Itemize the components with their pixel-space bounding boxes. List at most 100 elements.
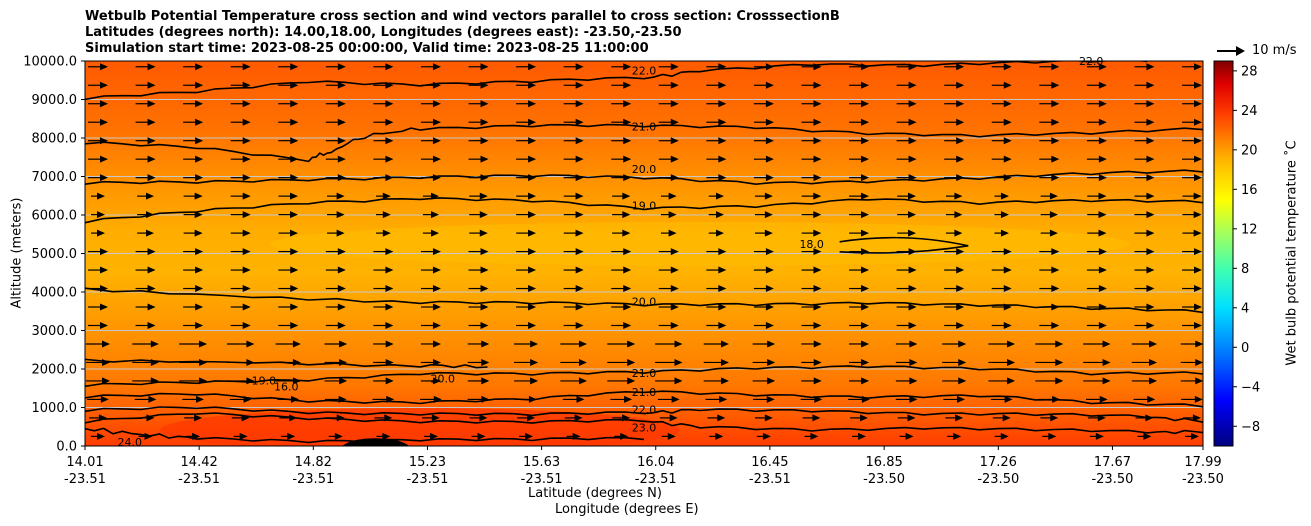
wind-vector-head	[1055, 358, 1064, 366]
wind-vector-head	[1095, 432, 1104, 440]
wind-vector-head	[575, 192, 584, 200]
contour-label-text: 24.0	[117, 436, 142, 449]
wind-vector-head	[861, 321, 870, 329]
wind-vector-head	[528, 303, 537, 311]
wind-vector-head	[861, 174, 870, 182]
wind-vector-head	[385, 266, 394, 274]
wind-vector-head	[1049, 192, 1058, 200]
wind-vector-head	[670, 155, 679, 163]
wind-vector-head	[1194, 63, 1202, 71]
wind-vector-head	[528, 248, 537, 256]
x-tick-label-lat: 16.45	[751, 455, 788, 470]
wind-vector-head	[670, 137, 679, 145]
contour-label-text: 19.0	[252, 375, 277, 388]
wind-vector-head	[147, 285, 156, 293]
wind-vector-head	[1195, 377, 1203, 385]
contour-label-text: 20.0	[431, 373, 456, 386]
wind-vector-head	[764, 414, 773, 422]
wind-vector-head	[195, 266, 204, 274]
wind-vector-head	[385, 100, 394, 108]
wind-vector-head	[290, 285, 299, 293]
wind-vector-head	[147, 248, 156, 256]
wind-vector-head	[147, 100, 156, 108]
x-tick-label-lat: 17.67	[1094, 455, 1131, 470]
wind-vector-head	[813, 358, 822, 366]
contour-line	[85, 365, 1203, 388]
wind-vector-head	[861, 192, 870, 200]
wind-vector-head	[337, 63, 346, 71]
wind-vector-head	[908, 118, 917, 126]
wind-vector-head	[766, 395, 775, 403]
wind-vector-head	[1051, 137, 1060, 145]
wind-vector-head	[147, 81, 156, 89]
wind-vector-head	[1003, 63, 1012, 71]
wind-vector-head	[668, 192, 677, 200]
wind-vector-head	[718, 81, 727, 89]
wind-vector-head	[481, 377, 490, 385]
y-tick-label: 1000.0	[32, 401, 78, 416]
wind-vector-head	[575, 229, 584, 237]
wind-vector-head	[908, 81, 917, 89]
wind-vector-head	[480, 137, 489, 145]
wind-vector-head	[909, 377, 918, 385]
wind-vector-head	[242, 63, 251, 71]
wind-vector-head	[1194, 303, 1202, 311]
wind-vector-head	[956, 248, 965, 256]
wind-vector-head	[432, 266, 441, 274]
wind-vector-head	[956, 81, 965, 89]
wind-vector-head	[575, 155, 584, 163]
wind-vector-head	[958, 377, 967, 385]
wind-vector-head	[525, 432, 534, 440]
wind-vector-head	[813, 211, 822, 219]
wind-vector-head	[337, 155, 346, 163]
wind-vector-head	[1003, 266, 1012, 274]
wind-vector-head	[242, 248, 251, 256]
x-tick-label-lon: -23.50	[977, 472, 1019, 487]
y-tick-label: 9000.0	[32, 93, 78, 108]
wind-vector-head	[627, 358, 636, 366]
wind-vector-head	[718, 100, 727, 108]
wind-vector-head	[765, 118, 774, 126]
wind-vector-head	[715, 432, 724, 440]
contour-line	[85, 390, 1203, 408]
wind-vector-head	[1193, 229, 1202, 237]
wind-vector-head	[146, 229, 155, 237]
wind-vector-head	[479, 229, 488, 237]
wind-vector-head	[908, 137, 917, 145]
wind-vector-head	[100, 63, 108, 71]
wind-vector-head	[767, 377, 776, 385]
wind-vector-head	[1055, 377, 1064, 385]
wind-vector-head	[1193, 211, 1202, 219]
contour-label-text: 18.0	[799, 238, 824, 251]
wind-vector-head	[1147, 395, 1156, 403]
wind-vector-head	[195, 100, 204, 108]
wind-vector-head	[195, 118, 204, 126]
wind-vector-head	[382, 432, 391, 440]
x-tick-label-lon: -23.51	[178, 472, 220, 487]
wind-vector-head	[528, 118, 537, 126]
wind-vector-head	[908, 100, 917, 108]
wind-vector-head	[242, 192, 251, 200]
wind-vector-head	[720, 358, 729, 366]
wind-vector-head	[97, 229, 105, 237]
wind-vector-head	[765, 321, 774, 329]
contour-label: 20.0	[632, 163, 657, 176]
wind-vector-head	[578, 358, 587, 366]
wind-vector-head	[1003, 285, 1012, 293]
wind-vector-head	[718, 174, 727, 182]
wind-vector-head	[813, 377, 822, 385]
wind-vector-head	[956, 266, 965, 274]
wind-vector-head	[575, 81, 584, 89]
wind-vector-head	[242, 303, 251, 311]
wind-vector-head	[718, 266, 727, 274]
wind-vector-head	[813, 155, 822, 163]
wind-vector-head	[100, 155, 108, 163]
x-tick-label-lon: -23.50	[1182, 472, 1224, 487]
wind-vector-head	[956, 100, 965, 108]
wind-vector-head	[908, 303, 917, 311]
gridlines	[85, 99, 1203, 408]
contour-label: 23.0	[632, 422, 657, 435]
wind-vector-head	[100, 81, 108, 89]
wind-vector-head	[528, 285, 537, 293]
